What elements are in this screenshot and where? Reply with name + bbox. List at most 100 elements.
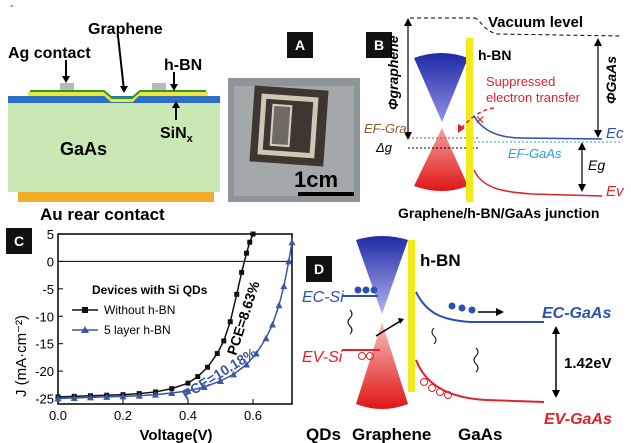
data-point: [87, 393, 94, 401]
data-point: [285, 257, 293, 265]
conduction-band-b: [473, 115, 603, 140]
legend-label-without-hbn: Without h-BN: [104, 303, 175, 317]
data-point: [103, 393, 111, 400]
data-point: [185, 380, 191, 386]
hbn-layer: [28, 92, 208, 102]
tick-mark: ´: [10, 3, 14, 17]
data-point: [135, 392, 143, 399]
hbn-barrier-d: [408, 240, 415, 392]
conduction-band-d: [415, 291, 544, 323]
panel-label-a: A: [287, 32, 313, 58]
data-point: [214, 351, 220, 357]
data-point: [184, 387, 192, 394]
junction-caption: Graphene/h-BN/GaAs junction: [398, 205, 599, 221]
data-point: [252, 350, 260, 357]
data-point: [250, 231, 256, 237]
x-axis-label: Voltage(V): [139, 427, 212, 443]
data-point: [244, 250, 249, 256]
ag-contact-left: [60, 83, 74, 90]
graphene-layer: [30, 90, 206, 99]
wavy-arrow-left: [347, 309, 353, 335]
ag-contact-right: [152, 83, 166, 90]
data-point: [275, 301, 283, 309]
hbn-barrier: [466, 38, 473, 202]
dirac-cone-lower-d: [356, 322, 408, 409]
device-schematic: ´ Graphene Ag contact h-BN SiNx GaAs Au …: [8, 3, 220, 222]
x-tick-label: 0.2: [114, 408, 132, 423]
y-tick-label: 5: [47, 227, 54, 242]
dirac-cone-lower: [414, 128, 468, 191]
data-point: [217, 377, 224, 384]
pce-annotation-1: PCE=8.63%: [224, 279, 263, 357]
y-tick-label: -15: [35, 337, 54, 352]
data-point: [227, 319, 233, 325]
wavy-arrow-right: [473, 347, 479, 373]
ag-contact-label: Ag contact: [8, 45, 91, 62]
ec-label-b: Ec: [606, 125, 624, 142]
data-point: [239, 269, 245, 275]
eg-label-b: Eg: [588, 157, 605, 173]
data-point: [54, 395, 62, 402]
bottom-label-graphene: Graphene: [352, 425, 431, 443]
panel-label-c: C: [6, 228, 32, 254]
jv-chart: J (mA·cm⁻²) Voltage(V) Devices with Si Q…: [13, 227, 296, 443]
ev-label-b: Ev: [606, 183, 625, 200]
data-point: [168, 389, 176, 397]
band-diagram-d: h-BN EC-Si EV-Si EC-GaAs 1.42eV EV-GaAs …: [302, 236, 612, 443]
plot-frame: [57, 233, 293, 405]
legend-label-5-layer: 5 layer h-BN: [104, 323, 171, 337]
ev-si-label: EV-Si: [302, 349, 343, 366]
panel-label-d: D: [306, 256, 332, 282]
panel-label-b: B: [366, 32, 392, 58]
legend-marker: [81, 326, 89, 333]
data-point: [221, 338, 227, 344]
x-tick-label: 0.6: [244, 408, 262, 423]
x-tick-label: 0.0: [49, 408, 67, 423]
phi-gaas-label: ΦGaAs: [603, 56, 619, 104]
ef-gra-label: EF-Gra: [364, 121, 407, 136]
ec-gaas-label: EC-GaAs: [542, 305, 611, 322]
data-point: [269, 320, 276, 328]
data-point: [262, 334, 270, 342]
data-point: [230, 370, 237, 378]
hbn-label-b: h-BN: [478, 47, 511, 63]
gap-label: 1.42eV: [564, 355, 612, 372]
data-point: [70, 394, 78, 401]
valence-band-b: [473, 169, 603, 197]
x-tick-label: 0.4: [179, 408, 197, 423]
bottom-label-gaas: GaAs: [458, 425, 502, 443]
wavy-arrow-mid: [431, 327, 437, 345]
data-point: [247, 239, 253, 245]
gaas-label: GaAs: [60, 139, 107, 159]
delta-g-label: Δg: [375, 140, 393, 155]
gaas-substrate: [8, 102, 220, 192]
arrow-graphene: [117, 35, 125, 91]
graphene-label: Graphene: [88, 21, 163, 38]
suppressed-line-1: Suppressed: [486, 74, 555, 89]
au-rear-contact-label: Au rear contact: [40, 205, 165, 222]
data-point: [195, 374, 201, 380]
hbn-label-d: h-BN: [420, 251, 461, 270]
data-point: [200, 383, 208, 390]
data-point: [119, 392, 127, 400]
phi-graphene-label: Φgraphene: [385, 35, 401, 110]
data-point: [288, 238, 296, 246]
data-point: [280, 282, 288, 290]
series-line-2: [57, 242, 293, 400]
device-photo: 1cm: [228, 78, 360, 202]
data-point: [205, 364, 210, 370]
y-tick-label: 0: [47, 254, 54, 269]
y-tick-label: -25: [35, 392, 54, 407]
data-point: [243, 361, 250, 368]
data-point: [169, 386, 175, 392]
band-diagram-b: Vacuum level Φgraphene EF-Gra Δg h-BN Su…: [364, 14, 625, 221]
vacuum-level-label: Vacuum level: [488, 14, 583, 31]
y-tick-label: -5: [42, 282, 54, 297]
suppressed-line-2: electron transfer: [486, 90, 581, 105]
hole-arrow: [375, 319, 403, 337]
ec-si-label: EC-Si: [302, 289, 344, 306]
scale-label: 1cm: [294, 167, 338, 192]
ev-gaas-label: EV-GaAs: [544, 411, 612, 428]
ef-gaas-label: EF-GaAs: [508, 146, 562, 161]
legend-marker: [82, 307, 88, 313]
